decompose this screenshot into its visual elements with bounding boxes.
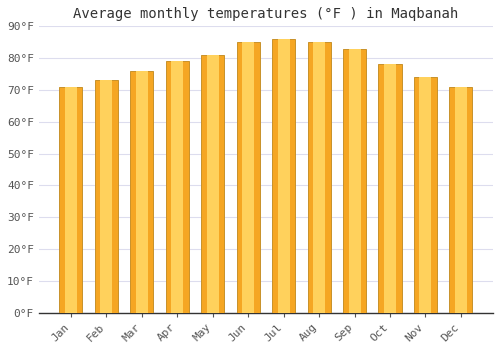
Bar bbox=[95, 80, 118, 313]
Bar bbox=[172, 61, 183, 313]
Bar bbox=[207, 55, 219, 313]
Bar bbox=[272, 39, 295, 313]
Bar bbox=[343, 49, 366, 313]
Bar bbox=[60, 87, 82, 313]
Bar bbox=[166, 61, 189, 313]
Bar bbox=[201, 55, 224, 313]
Bar bbox=[242, 42, 254, 313]
Bar bbox=[384, 64, 396, 313]
Bar bbox=[130, 71, 154, 313]
Title: Average monthly temperatures (°F ) in Maqbanah: Average monthly temperatures (°F ) in Ma… bbox=[74, 7, 458, 21]
Bar bbox=[420, 77, 432, 313]
Bar bbox=[455, 87, 467, 313]
Bar bbox=[308, 42, 330, 313]
Bar bbox=[378, 64, 402, 313]
Bar bbox=[100, 80, 112, 313]
Bar bbox=[136, 71, 148, 313]
Bar bbox=[450, 87, 472, 313]
Bar bbox=[278, 39, 289, 313]
Bar bbox=[65, 87, 77, 313]
Bar bbox=[348, 49, 360, 313]
Bar bbox=[414, 77, 437, 313]
Bar bbox=[236, 42, 260, 313]
Bar bbox=[313, 42, 325, 313]
